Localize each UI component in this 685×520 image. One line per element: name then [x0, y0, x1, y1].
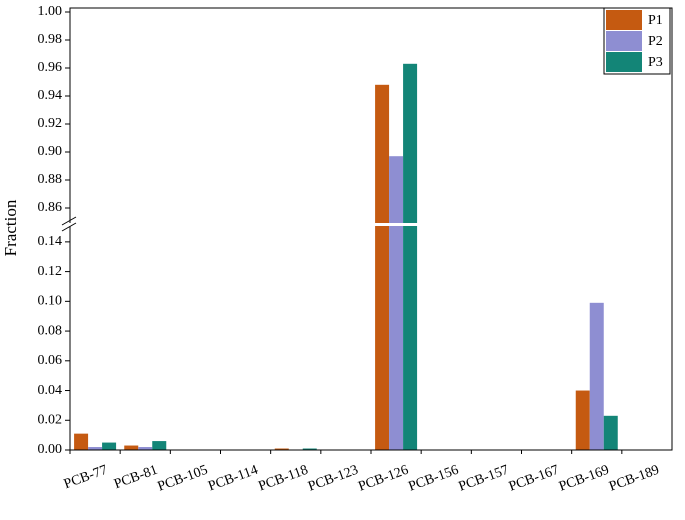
- bar: [138, 447, 153, 450]
- axis-break-mark: [61, 216, 77, 226]
- y-tick-label: 1.00: [38, 4, 63, 19]
- bar: [274, 448, 289, 450]
- y-tick-label: 0.94: [38, 88, 63, 103]
- x-tick-label: PCB-114: [206, 463, 260, 495]
- legend-swatch: [606, 10, 642, 30]
- plot-frame: [69, 7, 673, 451]
- x-tick-label: PCB-157: [457, 463, 511, 495]
- y-tick-label: 0.96: [38, 60, 63, 75]
- y-tick-label: 0.90: [38, 144, 63, 159]
- bar: [74, 433, 89, 450]
- bar: [603, 415, 618, 450]
- axis-break-gap: [58, 223, 72, 226]
- x-tick-label: PCB-126: [356, 463, 410, 495]
- y-tick-label: 0.98: [38, 32, 63, 47]
- x-tick-label: PCB-81: [112, 463, 160, 493]
- legend-label: P3: [648, 55, 663, 70]
- x-tick-label: PCB-77: [62, 463, 110, 493]
- axis-break-gap: [58, 223, 674, 226]
- bar: [124, 445, 139, 450]
- y-tick-label: 0.92: [38, 116, 63, 131]
- bar: [152, 441, 167, 450]
- bar: [375, 84, 390, 451]
- axis-break-mark: [61, 222, 77, 232]
- bar: [575, 390, 590, 450]
- y-tick-label: 0.00: [38, 442, 63, 457]
- y-tick-label: 0.86: [38, 200, 63, 215]
- bar: [302, 448, 317, 450]
- x-tick-label: PCB-118: [257, 463, 311, 495]
- y-tick-label: 0.02: [38, 412, 63, 427]
- y-tick-label: 0.10: [38, 294, 63, 309]
- x-tick-label: PCB-189: [607, 463, 661, 495]
- x-tick-label: PCB-156: [407, 463, 461, 495]
- y-axis-label: Fraction: [1, 199, 20, 256]
- legend-label: P2: [648, 34, 663, 49]
- legend-label: P1: [648, 13, 663, 28]
- x-tick-label: PCB-105: [156, 463, 210, 495]
- y-tick-label: 0.12: [38, 264, 63, 279]
- y-tick-label: 0.08: [38, 323, 63, 338]
- y-tick-label: 0.04: [38, 383, 63, 398]
- x-tick-label: PCB-169: [557, 463, 611, 495]
- legend-swatch: [606, 31, 642, 51]
- y-tick-label: 0.88: [38, 172, 63, 187]
- bar: [589, 302, 604, 450]
- x-tick-label: PCB-123: [306, 463, 360, 495]
- bar: [102, 442, 117, 450]
- bar: [389, 156, 404, 450]
- bar: [403, 63, 418, 451]
- y-tick-label: 0.14: [38, 234, 63, 249]
- y-tick-label: 0.06: [38, 353, 63, 368]
- x-tick-label: PCB-167: [507, 463, 561, 495]
- bar: [88, 447, 103, 450]
- legend-swatch: [606, 52, 642, 72]
